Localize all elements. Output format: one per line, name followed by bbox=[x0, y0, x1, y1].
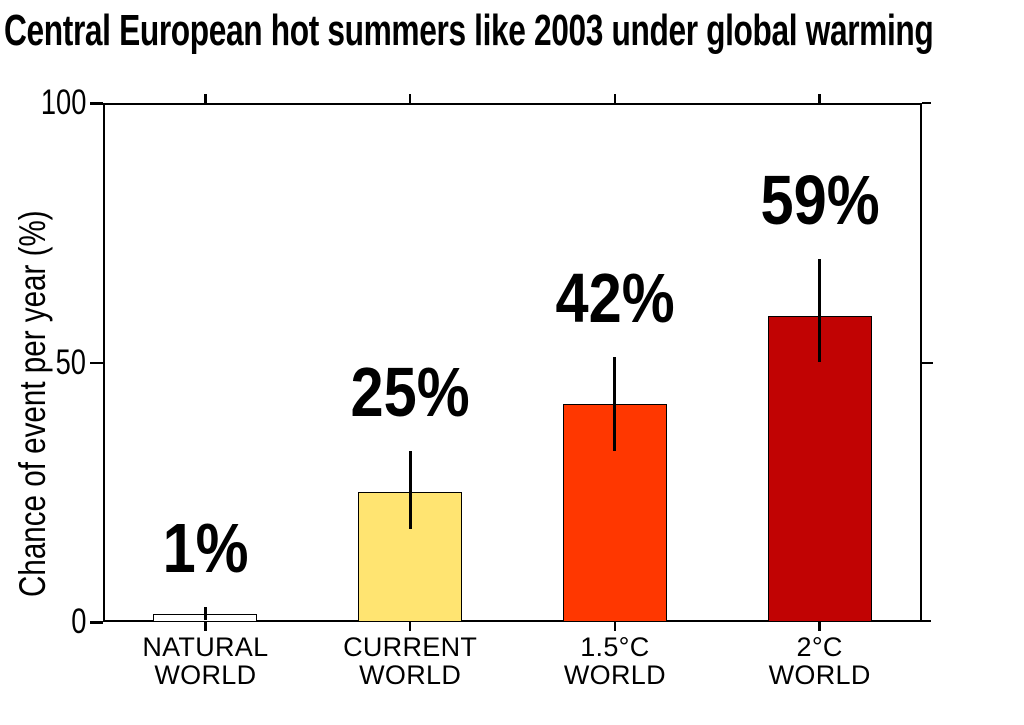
y-axis-tick-label-text: 50 bbox=[55, 342, 86, 382]
y-axis-tick-label-text: 100 bbox=[40, 83, 86, 122]
x-axis-category-label: NATURAL WORLD bbox=[85, 633, 325, 689]
top-axis-tick bbox=[613, 94, 617, 103]
x-axis-category-label: CURRENT WORLD bbox=[290, 633, 530, 689]
bar-value-label-text: 1% bbox=[162, 509, 249, 588]
bottom-axis-tick bbox=[204, 622, 207, 631]
x-axis-category-label-line: WORLD bbox=[768, 660, 871, 690]
frame-overhang-top-right bbox=[922, 102, 931, 104]
bar-value-label-text: 59% bbox=[760, 160, 880, 239]
x-axis-category-label-line: WORLD bbox=[563, 660, 666, 690]
y-axis-tick bbox=[90, 102, 103, 105]
frame-overhang-bottom-right bbox=[922, 620, 931, 622]
bottom-axis-tick bbox=[408, 622, 412, 631]
x-axis-category-label: 1.5°C WORLD bbox=[495, 633, 735, 689]
error-bar bbox=[818, 258, 822, 363]
top-axis-tick bbox=[204, 94, 207, 103]
bar-value-label-text: 25% bbox=[350, 352, 470, 431]
y-axis-tick-label: 100 bbox=[6, 83, 86, 123]
bar-value-label: 1% bbox=[5, 510, 405, 587]
y-axis-tick-label: 0 bbox=[6, 602, 86, 642]
bar-value-label: 42% bbox=[415, 260, 815, 337]
plot-frame bbox=[103, 103, 922, 622]
x-axis-category-label-line: NATURAL bbox=[142, 632, 269, 662]
x-axis-category-label-line: WORLD bbox=[359, 660, 462, 690]
error-bar bbox=[203, 607, 207, 621]
y-axis-right-tick bbox=[922, 361, 933, 364]
bar-value-label-text: 42% bbox=[555, 259, 675, 338]
chart-title: Central European hot summers like 2003 u… bbox=[4, 6, 1024, 56]
top-axis-tick bbox=[818, 94, 821, 103]
bottom-axis-tick bbox=[818, 622, 821, 631]
bar-2-c-world bbox=[767, 315, 872, 622]
bar-value-label: 25% bbox=[210, 352, 610, 431]
x-axis-category-label-line: WORLD bbox=[154, 660, 257, 690]
error-bar bbox=[408, 450, 412, 529]
error-bar bbox=[613, 357, 617, 451]
x-axis-category-label-line: 2°C bbox=[796, 632, 843, 662]
chart-title-text: Central European hot summers like 2003 u… bbox=[4, 6, 934, 55]
top-axis-tick bbox=[408, 94, 412, 103]
y-axis-tick-label: 50 bbox=[6, 343, 86, 383]
y-axis-tick bbox=[90, 621, 103, 624]
y-axis-tick bbox=[90, 361, 103, 364]
x-axis-category-label-line: CURRENT bbox=[343, 632, 478, 662]
y-axis-tick-label-text: 0 bbox=[70, 602, 86, 641]
x-axis-category-label: 2°C WORLD bbox=[700, 633, 940, 689]
bottom-axis-tick bbox=[613, 622, 617, 631]
bar-value-label: 59% bbox=[620, 160, 1020, 239]
x-axis-category-label-line: 1.5°C bbox=[580, 632, 650, 662]
